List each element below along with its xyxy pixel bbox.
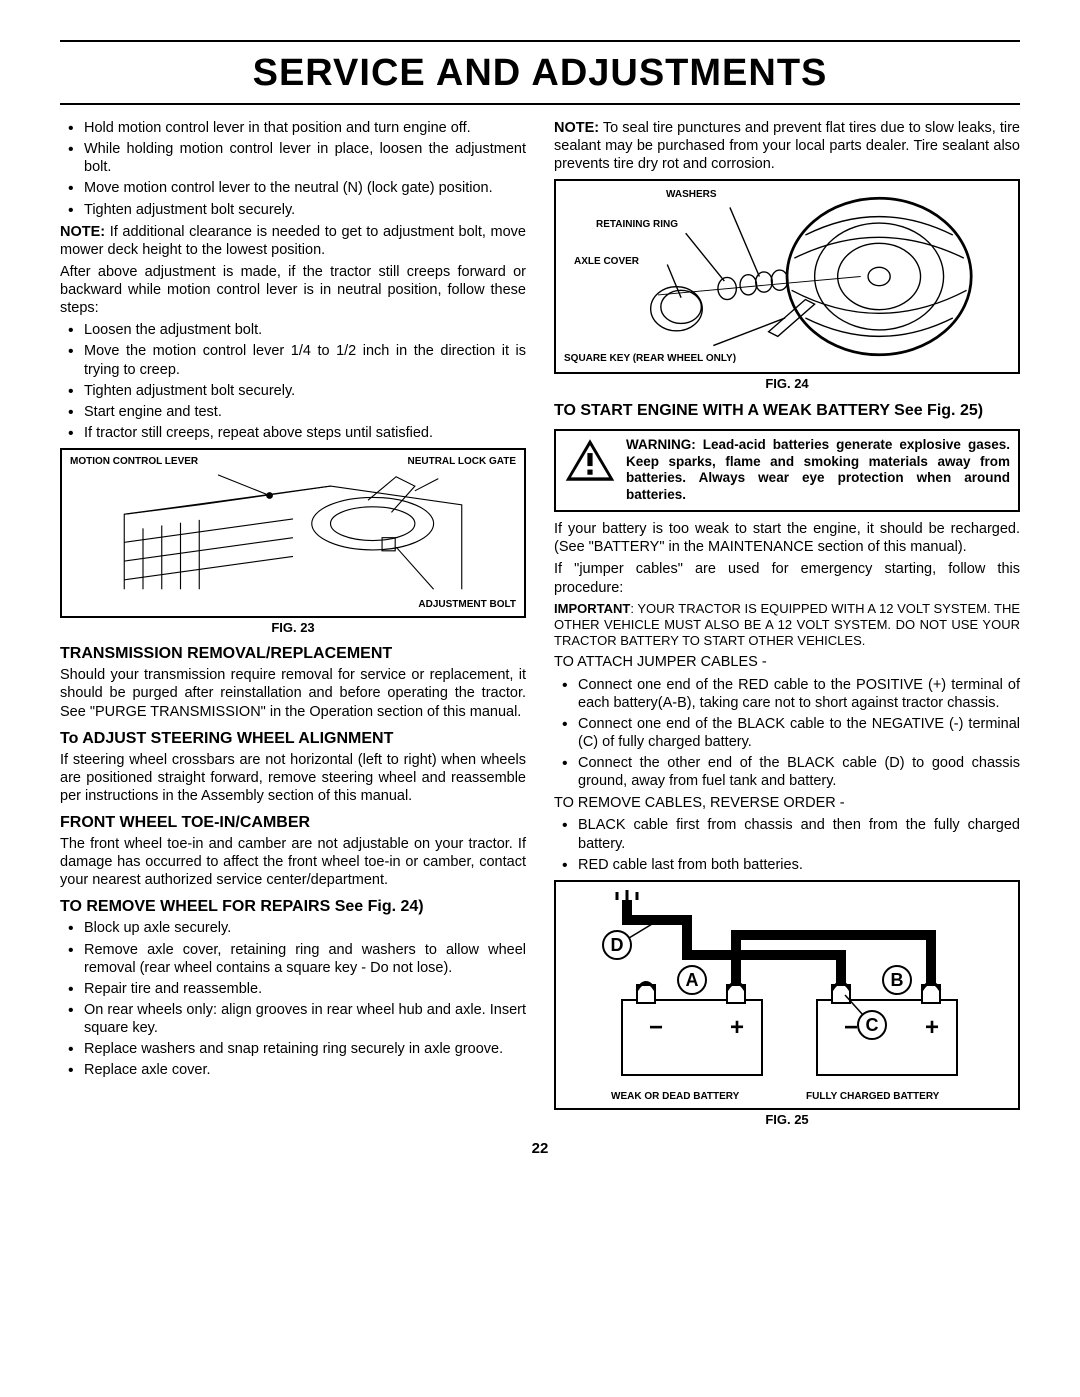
list-item: Move the motion control lever 1/4 to 1/2… — [60, 342, 526, 378]
important-label: IMPORTANT — [554, 601, 630, 616]
list-item: Tighten adjustment bolt securely. — [60, 382, 526, 400]
list-item: Start engine and test. — [60, 403, 526, 421]
list-item: While holding motion control lever in pl… — [60, 140, 526, 176]
fig24-caption: FIG. 24 — [554, 376, 1020, 392]
heading-remove-wheel: TO REMOVE WHEEL FOR REPAIRS See Fig. 24) — [60, 897, 526, 917]
list-item: Hold motion control lever in that positi… — [60, 119, 526, 137]
heading-steering: To ADJUST STEERING WHEEL ALIGNMENT — [60, 729, 526, 749]
important-paragraph: IMPORTANT: YOUR TRACTOR IS EQUIPPED WITH… — [554, 601, 1020, 650]
top-rule — [60, 40, 1020, 42]
paragraph: The front wheel toe-in and camber are no… — [60, 835, 526, 889]
note-text: If additional clearance is needed to get… — [60, 224, 526, 258]
page-title: SERVICE AND ADJUSTMENTS — [60, 52, 1020, 95]
fig23-caption: FIG. 23 — [60, 620, 526, 636]
fig23-label-bolt: ADJUSTMENT BOLT — [418, 599, 516, 610]
title-rule — [60, 103, 1020, 105]
list-item: Connect the other end of the BLACK cable… — [554, 754, 1020, 790]
heading-transmission: TRANSMISSION REMOVAL/REPLACEMENT — [60, 644, 526, 664]
heading-weak-battery: TO START ENGINE WITH A WEAK BATTERY See … — [554, 401, 1020, 421]
fig25-label-weak: WEAK OR DEAD BATTERY — [611, 1091, 739, 1102]
list-item: Connect one end of the RED cable to the … — [554, 676, 1020, 712]
svg-text:D: D — [611, 935, 624, 955]
list-item: Replace washers and snap retaining ring … — [60, 1040, 526, 1058]
list-item: If tractor still creeps, repeat above st… — [60, 424, 526, 442]
fig24-label-cover: AXLE COVER — [574, 256, 639, 267]
list-item: Remove axle cover, retaining ring and wa… — [60, 941, 526, 977]
list-item: RED cable last from both batteries. — [554, 856, 1020, 874]
svg-text:C: C — [866, 1015, 879, 1035]
bullet-list-1: Hold motion control lever in that positi… — [60, 119, 526, 219]
fig24-label-washers: WASHERS — [666, 189, 717, 200]
warning-text: WARNING: Lead-acid batteries generate ex… — [626, 437, 1010, 505]
paragraph: TO ATTACH JUMPER CABLES - — [554, 653, 1020, 671]
note-paragraph: NOTE: If additional clearance is needed … — [60, 223, 526, 259]
fig25-diagram: − + − + D A B C — [564, 890, 1010, 1100]
list-item: Replace axle cover. — [60, 1061, 526, 1079]
list-item: On rear wheels only: align grooves in re… — [60, 1001, 526, 1037]
note-text: To seal tire punctures and prevent flat … — [554, 120, 1020, 172]
warning-label: WARNING — [626, 437, 691, 452]
svg-text:B: B — [891, 970, 904, 990]
warning-icon — [564, 437, 616, 488]
note-label: NOTE: — [60, 224, 105, 240]
list-item: BLACK cable first from chassis and then … — [554, 816, 1020, 852]
bullet-list-5: BLACK cable first from chassis and then … — [554, 816, 1020, 873]
list-item: Move motion control lever to the neutral… — [60, 179, 526, 197]
right-column: NOTE: To seal tire punctures and prevent… — [554, 119, 1020, 1134]
paragraph: If "jumper cables" are used for emergenc… — [554, 560, 1020, 596]
paragraph: If your battery is too weak to start the… — [554, 520, 1020, 556]
fig25-caption: FIG. 25 — [554, 1112, 1020, 1128]
fig24-label-ring: RETAINING RING — [596, 219, 678, 230]
fig24-label-key: SQUARE KEY (REAR WHEEL ONLY) — [564, 353, 736, 364]
bullet-list-4: Connect one end of the RED cable to the … — [554, 676, 1020, 791]
fig23-diagram — [70, 458, 516, 608]
fig23-label-neutral: NEUTRAL LOCK GATE — [407, 456, 516, 467]
left-column: Hold motion control lever in that positi… — [60, 119, 526, 1134]
figure-23-box: MOTION CONTROL LEVER NEUTRAL LOCK GATE A… — [60, 448, 526, 618]
figure-24-box: WASHERS RETAINING RING AXLE COVER SQUARE… — [554, 179, 1020, 374]
note-paragraph: NOTE: To seal tire punctures and prevent… — [554, 119, 1020, 173]
paragraph: Should your transmission require removal… — [60, 666, 526, 720]
page-number: 22 — [60, 1140, 1020, 1157]
paragraph: After above adjustment is made, if the t… — [60, 263, 526, 317]
list-item: Repair tire and reassemble. — [60, 980, 526, 998]
svg-text:+: + — [925, 1014, 939, 1041]
note-label: NOTE: — [554, 120, 599, 136]
list-item: Loosen the adjustment bolt. — [60, 321, 526, 339]
svg-text:A: A — [686, 970, 699, 990]
svg-text:−: − — [844, 1014, 858, 1041]
bullet-list-2: Loosen the adjustment bolt. Move the mot… — [60, 321, 526, 442]
svg-text:−: − — [649, 1014, 663, 1041]
warning-box: WARNING: Lead-acid batteries generate ex… — [554, 429, 1020, 513]
fig25-label-full: FULLY CHARGED BATTERY — [806, 1091, 939, 1102]
bullet-list-3: Block up axle securely. Remove axle cove… — [60, 919, 526, 1079]
svg-text:+: + — [730, 1014, 744, 1041]
paragraph: TO REMOVE CABLES, REVERSE ORDER - — [554, 794, 1020, 812]
list-item: Tighten adjustment bolt securely. — [60, 201, 526, 219]
two-column-layout: Hold motion control lever in that positi… — [60, 119, 1020, 1134]
list-item: Block up axle securely. — [60, 919, 526, 937]
list-item: Connect one end of the BLACK cable to th… — [554, 715, 1020, 751]
paragraph: If steering wheel crossbars are not hori… — [60, 751, 526, 805]
figure-25-box: − + − + D A B C WEAK OR DEAD BATTERY FUL… — [554, 880, 1020, 1110]
heading-toe-in: FRONT WHEEL TOE-IN/CAMBER — [60, 813, 526, 833]
fig23-label-motion: MOTION CONTROL LEVER — [70, 456, 198, 467]
fig24-diagram — [564, 189, 1010, 364]
